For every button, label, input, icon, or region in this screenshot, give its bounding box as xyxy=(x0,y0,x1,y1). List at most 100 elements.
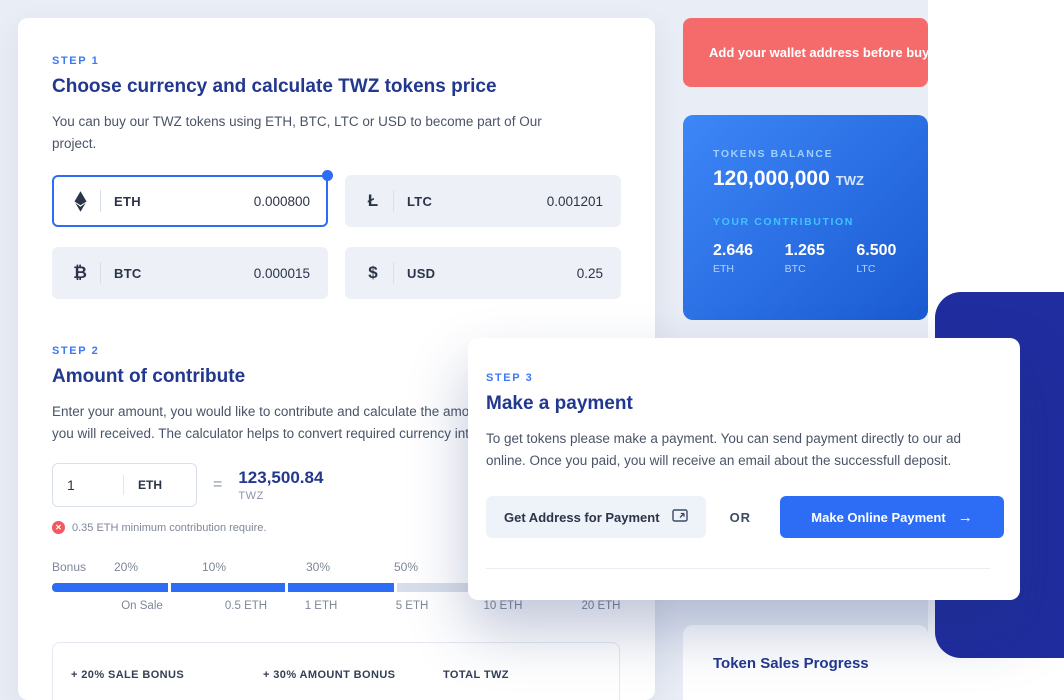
progress-segment-empty xyxy=(397,583,485,592)
contribution-value: 6.500 xyxy=(856,242,897,259)
currency-option-usd[interactable]: $ USD 0.25 xyxy=(345,247,621,299)
alert-message: Add your wallet address before buying xyxy=(709,45,928,60)
tokens-balance-label: TOKENS BALANCE xyxy=(713,148,834,160)
scale-label: 0.5 ETH xyxy=(224,600,268,612)
scale-label: 10 ETH xyxy=(483,600,523,612)
ethereum-icon xyxy=(70,190,90,212)
tokens-balance-card: TOKENS BALANCE 120,000,000 TWZ YOUR CONTR… xyxy=(683,115,928,320)
scale-label: 5 ETH xyxy=(395,600,429,612)
currency-symbol: ETH xyxy=(114,193,141,209)
step3-description: To get tokens please make a payment. You… xyxy=(486,428,1004,472)
contribution-currency: LTC xyxy=(856,263,876,275)
error-icon: ✕ xyxy=(52,521,65,534)
currency-rate: 0.000800 xyxy=(253,193,310,209)
progress-segment-filled xyxy=(288,583,394,592)
contribution-value: 1.265 xyxy=(784,242,825,259)
contribution-eth: 2.646 ETH xyxy=(713,242,785,275)
step1-section: STEP 1 Choose currency and calculate TWZ… xyxy=(52,55,638,299)
currency-symbol: LTC xyxy=(407,193,433,209)
step1-description-line1: You can buy our TWZ tokens using ETH, BT… xyxy=(52,114,542,129)
divider xyxy=(123,475,124,495)
step3-title: Make a payment xyxy=(486,393,633,414)
equals-sign: = xyxy=(213,476,223,493)
currency-rate: 0.25 xyxy=(576,265,603,281)
amount-bonus-label: + 30% AMOUNT BONUS xyxy=(263,669,396,681)
or-label: OR xyxy=(729,509,752,525)
balance-unit: TWZ xyxy=(835,173,864,188)
bonus-scale-labels: On Sale 0.5 ETH 1 ETH 5 ETH 10 ETH 20 ET… xyxy=(52,600,620,614)
currency-rate: 0.000015 xyxy=(253,265,310,281)
divider xyxy=(100,262,101,284)
currency-option-eth[interactable]: ETH 0.000800 xyxy=(52,170,333,227)
result-value: 123,500.84 xyxy=(238,468,324,487)
result-unit: TWZ xyxy=(238,490,264,502)
minimum-contribution-error: ✕ 0.35 ETH minimum contribution require. xyxy=(52,521,638,534)
currency-grid: ETH 0.000800 Ł LTC 0.001201 ₿ BTC 0.0000… xyxy=(52,170,638,299)
address-window-icon xyxy=(671,509,688,525)
step1-description: You can buy our TWZ tokens using ETH, BT… xyxy=(52,111,638,155)
step2-description-line2: you will received. The calculator helps … xyxy=(52,426,524,441)
step3-label: STEP 3 xyxy=(486,372,534,384)
bonus-summary-box: + 20% SALE BONUS + 30% AMOUNT BONUS TOTA… xyxy=(52,642,620,700)
step3-description-line2: online. Once you paid, you will receive … xyxy=(486,453,952,468)
selected-indicator xyxy=(322,170,333,181)
step2-description-line1: Enter your amount, you would like to con… xyxy=(52,404,540,419)
wallet-alert-banner: Add your wallet address before buying xyxy=(683,18,928,87)
contribution-label: YOUR CONTRIBUTION xyxy=(713,216,854,228)
arrow-right-icon: → xyxy=(957,508,973,526)
currency-rate: 0.001201 xyxy=(546,193,603,209)
contribution-btc: 1.265 BTC xyxy=(785,242,857,275)
litecoin-icon: Ł xyxy=(367,191,379,210)
token-sales-progress-card: Token Sales Progress xyxy=(683,625,928,700)
scale-label: 20 ETH xyxy=(581,600,621,612)
get-address-button[interactable]: Get Address for Payment xyxy=(486,496,706,538)
bonus-tier: 30% xyxy=(306,560,331,574)
step2-title: Amount of contribute xyxy=(52,366,246,387)
bonus-tier: 20% xyxy=(114,560,139,574)
progress-segment-filled xyxy=(52,583,168,592)
step3-description-line1: To get tokens please make a payment. You… xyxy=(486,431,962,446)
amount-row: ETH = 123,500.84 TWZ xyxy=(52,463,638,507)
error-message: 0.35 ETH minimum contribution require. xyxy=(72,521,267,534)
contribution-ltc: 6.500 LTC xyxy=(856,242,928,275)
balance-number: 120,000,000 xyxy=(713,167,830,190)
amount-input[interactable] xyxy=(53,477,123,493)
amount-box: ETH xyxy=(52,463,197,507)
divider xyxy=(393,262,394,284)
bonus-tier-labels: Bonus 20% 10% 30% 50% xyxy=(52,560,620,575)
total-twz-label: TOTAL TWZ xyxy=(443,669,509,681)
payment-modal: STEP 3 Make a payment To get tokens plea… xyxy=(468,338,1020,600)
divider xyxy=(393,190,394,212)
sale-bonus-label: + 20% SALE BONUS xyxy=(71,669,185,681)
contribution-currency: ETH xyxy=(713,263,734,275)
divider xyxy=(486,568,990,569)
step1-description-line2: project. xyxy=(52,136,97,151)
amount-currency-label: ETH xyxy=(138,478,162,492)
scale-label: 1 ETH xyxy=(304,600,338,612)
sales-progress-title: Token Sales Progress xyxy=(713,655,869,672)
make-online-payment-button[interactable]: Make Online Payment → xyxy=(780,496,1004,538)
currency-option-btc[interactable]: ₿ BTC 0.000015 xyxy=(52,247,328,299)
tokens-balance-value: 120,000,000 TWZ xyxy=(713,166,928,194)
bonus-tier: 10% xyxy=(202,560,227,574)
divider xyxy=(100,190,101,212)
bonus-label: Bonus xyxy=(52,560,87,574)
step1-title: Choose currency and calculate TWZ tokens… xyxy=(52,76,497,97)
currency-symbol: BTC xyxy=(114,265,142,281)
get-address-label: Get Address for Payment xyxy=(504,509,660,525)
scale-label: On Sale xyxy=(121,600,163,612)
online-payment-label: Make Online Payment xyxy=(811,509,946,525)
bitcoin-icon: ₿ xyxy=(73,263,87,282)
currency-option-ltc[interactable]: Ł LTC 0.001201 xyxy=(345,175,621,227)
step1-label: STEP 1 xyxy=(52,55,100,67)
contributions-row: 2.646 ETH 1.265 BTC 6.500 LTC xyxy=(713,242,928,275)
progress-segment-filled xyxy=(171,583,285,592)
step2-label: STEP 2 xyxy=(52,345,100,357)
contribution-currency: BTC xyxy=(784,263,806,275)
contribution-value: 2.646 xyxy=(713,242,754,259)
dollar-icon: $ xyxy=(368,263,378,282)
step2-description: Enter your amount, you would like to con… xyxy=(52,401,638,445)
bonus-tier: 50% xyxy=(394,560,419,574)
conversion-result: 123,500.84 TWZ xyxy=(238,468,323,502)
